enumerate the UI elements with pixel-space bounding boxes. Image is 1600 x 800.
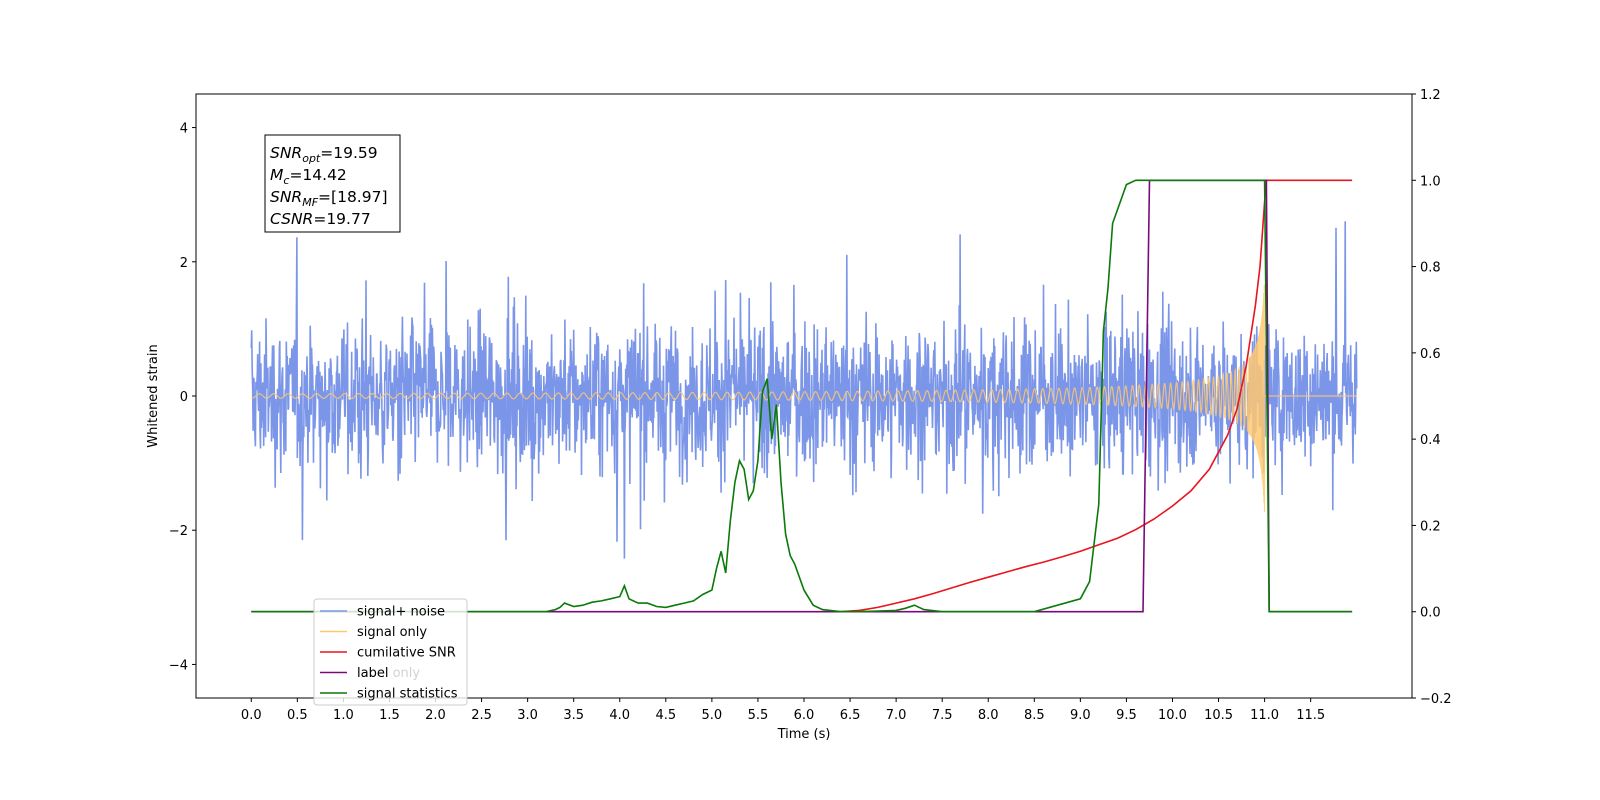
x-axis-ticks: 0.0 0.5 1.0 1.5 2.0 2.5 3.0 3.5 4.0 4.5 5.0 5.5 6.0 6…: [241, 698, 1325, 723]
stat-value: =[18.97]: [318, 188, 387, 206]
legend-label: cumilative SNR: [357, 646, 456, 661]
y-tick-label-right: 1.0: [1420, 174, 1441, 189]
y-axis-label: Whitened strain: [146, 344, 161, 447]
stat-value: =14.42: [289, 166, 346, 184]
legend-label: signal+ noise: [357, 605, 445, 620]
legend-label: signal only: [357, 625, 427, 640]
y-tick-label-right: 0.6: [1420, 347, 1441, 362]
signal-statistics-line: [251, 179, 1353, 613]
y-tick-label-right: 0.8: [1420, 261, 1441, 276]
legend: label only signal+ noise signal only cumila…: [313, 598, 468, 706]
y-tick-label-right: 0.0: [1420, 606, 1441, 621]
x-tick-label: 8.0: [978, 708, 999, 723]
x-tick-label: 3.5: [563, 708, 584, 723]
x-tick-label: 11.5: [1296, 708, 1325, 723]
y-tick-label-left: −4: [169, 658, 188, 673]
x-tick-label: 7.5: [932, 708, 953, 723]
y-tick-label-left: 4: [180, 122, 188, 137]
y-tick-label-left: 0: [180, 390, 188, 405]
x-tick-label: 9.5: [1116, 708, 1137, 723]
cumilative-snr-line: [840, 179, 1353, 613]
x-tick-label: 10.0: [1158, 708, 1187, 723]
y-tick-label-left: −2: [169, 524, 188, 539]
y-tick-label-right: −0.2: [1420, 692, 1452, 707]
x-tick-label: 8.5: [1024, 708, 1045, 723]
stat-value: =19.77: [313, 210, 370, 228]
x-tick-label: 9.0: [1070, 708, 1091, 723]
x-tick-label: 4.0: [609, 708, 630, 723]
x-tick-label: 2.5: [471, 708, 492, 723]
stat-symbol: SNR: [270, 188, 302, 206]
signal-noise-series: [250, 221, 1358, 559]
x-tick-label: 2.0: [425, 708, 446, 723]
stats-box-frame: [264, 134, 401, 233]
signal-noise-line: [250, 221, 1358, 559]
y-tick-label-right: 1.2: [1420, 88, 1441, 103]
stat-subscript: MF: [302, 196, 318, 209]
x-tick-label: 0.5: [287, 708, 308, 723]
right-y-axis-ticks: 1.2 1.0 0.8 0.6 0.4 0.2 0.0 −0.2: [1412, 88, 1452, 707]
legend-label: signal statistics: [357, 687, 458, 702]
x-tick-label: 1.0: [333, 708, 354, 723]
x-tick-label: 11.0: [1250, 708, 1279, 723]
signal-only-series: [251, 284, 1357, 513]
stat-line: Mc=14.42: [270, 166, 347, 187]
x-axis-label: Time (s): [777, 727, 831, 742]
x-tick-label: 5.0: [702, 708, 723, 723]
stat-symbol: CSNR: [270, 210, 313, 228]
signal-only-line: [251, 284, 1357, 513]
x-tick-label: 10.5: [1204, 708, 1233, 723]
stat-line: SNRopt=19.59: [270, 144, 378, 165]
legend-label: label: [357, 666, 388, 681]
legend-hidden-text: label only: [357, 666, 420, 681]
x-tick-label: 5.5: [748, 708, 769, 723]
x-tick-label: 1.5: [379, 708, 400, 723]
right-axis-series: [251, 179, 1353, 613]
y-tick-label-right: 0.4: [1420, 433, 1441, 448]
stat-value: =19.59: [320, 144, 377, 162]
stat-subscript: opt: [302, 152, 321, 165]
stat-line: SNRMF=[18.97]: [270, 188, 388, 209]
stats-box: SNRopt=19.59Mc=14.42SNRMF=[18.97]CSNR=19…: [264, 134, 401, 233]
stat-subscript: c: [283, 174, 289, 187]
x-tick-label: 0.0: [241, 708, 262, 723]
left-y-axis-ticks: 4 2 0 −2 −4: [169, 122, 196, 673]
x-tick-label: 6.5: [840, 708, 861, 723]
x-tick-label: 4.5: [655, 708, 676, 723]
stat-symbol: M: [270, 166, 283, 184]
stat-line: CSNR=19.77: [270, 210, 371, 228]
x-tick-label: 6.0: [794, 708, 815, 723]
y-tick-label-left: 2: [180, 256, 188, 271]
x-tick-label: 7.0: [886, 708, 907, 723]
legend-frame: [313, 598, 468, 706]
stat-symbol: SNR: [270, 144, 302, 162]
y-tick-label-right: 0.2: [1420, 519, 1441, 534]
x-tick-label: 3.0: [517, 708, 538, 723]
